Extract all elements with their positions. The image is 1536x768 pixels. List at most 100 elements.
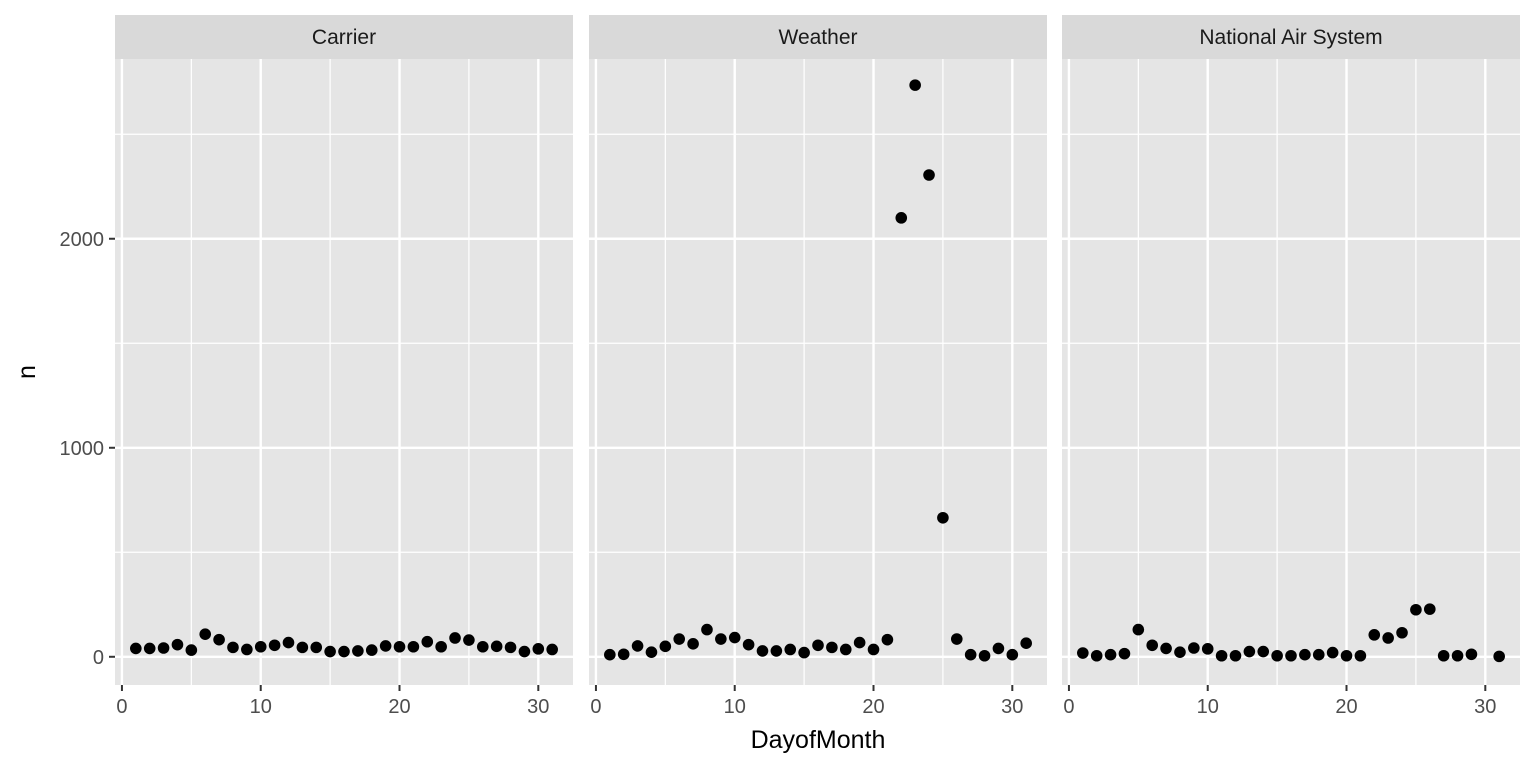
data-point xyxy=(352,645,364,657)
x-tick-label: 30 xyxy=(1001,696,1023,718)
data-point xyxy=(770,645,783,657)
facet-strip xyxy=(589,15,1047,59)
data-point xyxy=(1354,649,1367,662)
data-point xyxy=(798,646,810,659)
data-point xyxy=(617,648,630,661)
x-tick-label: 20 xyxy=(388,696,410,718)
data-point xyxy=(659,640,672,653)
data-point xyxy=(1410,603,1422,616)
data-point xyxy=(532,643,545,655)
data-point xyxy=(1423,603,1436,615)
data-point xyxy=(1090,649,1103,662)
facet-panel: Carrier 0 10 20 30 xyxy=(115,15,573,718)
data-point xyxy=(1174,646,1186,658)
data-point xyxy=(449,632,461,644)
data-point xyxy=(673,633,686,645)
y-tick-label: 1000 xyxy=(60,438,105,460)
x-tick-label: 10 xyxy=(724,696,746,718)
facet-strip-label: National Air System xyxy=(1199,26,1382,49)
facet-strip xyxy=(1062,15,1520,59)
x-tick-label: 0 xyxy=(1063,696,1074,718)
data-point xyxy=(1215,649,1228,662)
data-point xyxy=(463,634,475,646)
data-point xyxy=(407,640,420,653)
facet-strip-label: Weather xyxy=(779,26,858,49)
data-point xyxy=(1229,649,1242,662)
data-point xyxy=(1493,650,1505,663)
data-point xyxy=(1006,648,1019,661)
data-point xyxy=(756,645,769,657)
data-point xyxy=(1243,645,1256,658)
data-point xyxy=(157,642,170,654)
x-tick-label: 0 xyxy=(590,696,601,718)
data-point xyxy=(604,648,616,661)
data-point xyxy=(365,644,378,656)
data-point xyxy=(992,642,1005,655)
data-point xyxy=(645,646,658,658)
panel-background xyxy=(589,59,1047,685)
data-point xyxy=(310,641,323,654)
data-point xyxy=(1285,649,1297,662)
data-point xyxy=(143,642,156,655)
data-point xyxy=(1368,629,1381,641)
data-point xyxy=(296,641,309,654)
x-tick-label: 30 xyxy=(1474,696,1496,718)
y-axis-label: n xyxy=(13,365,41,379)
x-axis-label: DayofMonth xyxy=(751,726,886,754)
data-point xyxy=(978,649,991,662)
x-tick-label: 10 xyxy=(1197,696,1219,718)
data-point xyxy=(826,641,838,654)
data-point xyxy=(895,212,908,224)
x-tick-label: 20 xyxy=(862,696,884,718)
data-point xyxy=(1437,649,1450,662)
data-point xyxy=(393,640,406,653)
data-point xyxy=(421,635,434,648)
data-point xyxy=(504,641,517,654)
data-point xyxy=(1312,648,1325,661)
data-point xyxy=(881,633,894,646)
data-point xyxy=(853,636,866,649)
data-point xyxy=(1020,637,1032,649)
data-point xyxy=(631,640,644,652)
facet-strip xyxy=(115,15,573,59)
y-axis: 0 1000 2000 xyxy=(60,229,115,669)
y-tick-label: 2000 xyxy=(60,229,105,251)
data-point xyxy=(1188,642,1200,654)
y-tick-label: 0 xyxy=(93,647,104,669)
data-point xyxy=(742,638,755,651)
x-tick-label: 30 xyxy=(527,696,549,718)
facet-panel: National Air System 0 10 20 30 xyxy=(1062,15,1520,718)
data-point xyxy=(867,643,880,656)
data-point xyxy=(518,645,531,658)
data-point xyxy=(1340,649,1353,662)
data-point xyxy=(1104,648,1117,661)
data-point xyxy=(1160,642,1172,655)
data-point xyxy=(213,633,225,646)
data-point xyxy=(950,633,963,645)
data-point xyxy=(241,643,253,656)
data-point xyxy=(282,636,295,649)
x-tick-label: 0 xyxy=(116,696,127,718)
x-tick-label: 20 xyxy=(1335,696,1357,718)
data-point xyxy=(490,640,503,653)
data-point xyxy=(1146,639,1159,652)
data-point xyxy=(1201,643,1214,655)
data-point xyxy=(1451,649,1464,662)
data-point xyxy=(1077,647,1089,659)
data-point xyxy=(923,169,935,181)
data-point xyxy=(254,640,267,653)
data-point xyxy=(546,643,558,656)
data-point xyxy=(435,640,447,653)
data-point xyxy=(839,643,852,656)
data-point xyxy=(701,623,713,636)
data-point xyxy=(338,645,350,658)
data-point xyxy=(379,640,392,652)
data-point xyxy=(1257,645,1270,658)
data-point xyxy=(715,633,727,645)
facet-strip-label: Carrier xyxy=(312,26,376,49)
data-point xyxy=(1382,632,1394,644)
data-point xyxy=(130,642,142,655)
data-point xyxy=(1118,647,1131,660)
